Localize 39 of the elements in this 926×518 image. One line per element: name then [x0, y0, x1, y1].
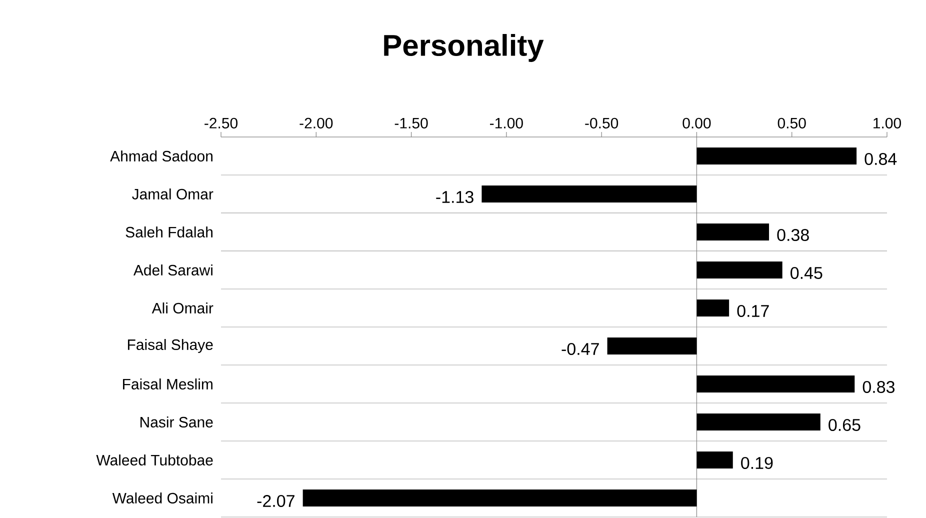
- y-tick-label: Waleed Tubtobae: [96, 454, 213, 466]
- bar: [696, 451, 733, 468]
- y-tick-label: Adel Sarawi: [133, 264, 212, 276]
- data-label: 0.17: [737, 304, 769, 318]
- x-tick-label: -1.00: [490, 118, 523, 128]
- bar: [696, 375, 855, 392]
- data-label: -1.13: [436, 190, 474, 204]
- x-tick-label: -2.50: [204, 118, 238, 128]
- x-tick-label: 0.00: [682, 118, 711, 128]
- data-label: 0.19: [741, 456, 773, 470]
- x-tick-label: 1.00: [874, 118, 901, 128]
- x-tick-label: -0.50: [585, 118, 618, 128]
- data-label: 0.38: [777, 228, 809, 242]
- bar: [302, 489, 697, 506]
- y-tick-label: Ali Omair: [152, 302, 214, 314]
- data-label: 0.45: [790, 266, 822, 280]
- data-label: 0.65: [828, 418, 860, 432]
- x-tick-label: 0.50: [778, 118, 806, 128]
- y-tick-label: Saleh Fdalah: [126, 226, 212, 238]
- data-label: -2.07: [257, 494, 294, 508]
- y-tick-label: Ahmad Sadoon: [110, 150, 212, 162]
- data-label: 0.83: [862, 380, 895, 394]
- data-label: 0.84: [864, 152, 897, 166]
- bar: [696, 299, 730, 316]
- bar: [696, 413, 820, 430]
- y-tick-label: Nasir Sane: [140, 416, 213, 428]
- x-tick-label: -2.00: [300, 118, 333, 128]
- x-tick-label: -1.50: [394, 118, 428, 128]
- y-tick-label: Faisal Shaye: [128, 339, 213, 353]
- y-tick-label: Waleed Osaimi: [112, 492, 212, 504]
- bar: [696, 223, 770, 240]
- y-tick-label: Jamal Omar: [132, 188, 214, 200]
- bar: [696, 147, 857, 164]
- y-tick-label: Faisal Meslim: [123, 378, 212, 390]
- data-label: -0.47: [562, 342, 599, 356]
- bar: [482, 185, 697, 202]
- bar: [607, 337, 697, 354]
- bar: [696, 261, 782, 278]
- chart-title: Personality: [384, 34, 544, 62]
